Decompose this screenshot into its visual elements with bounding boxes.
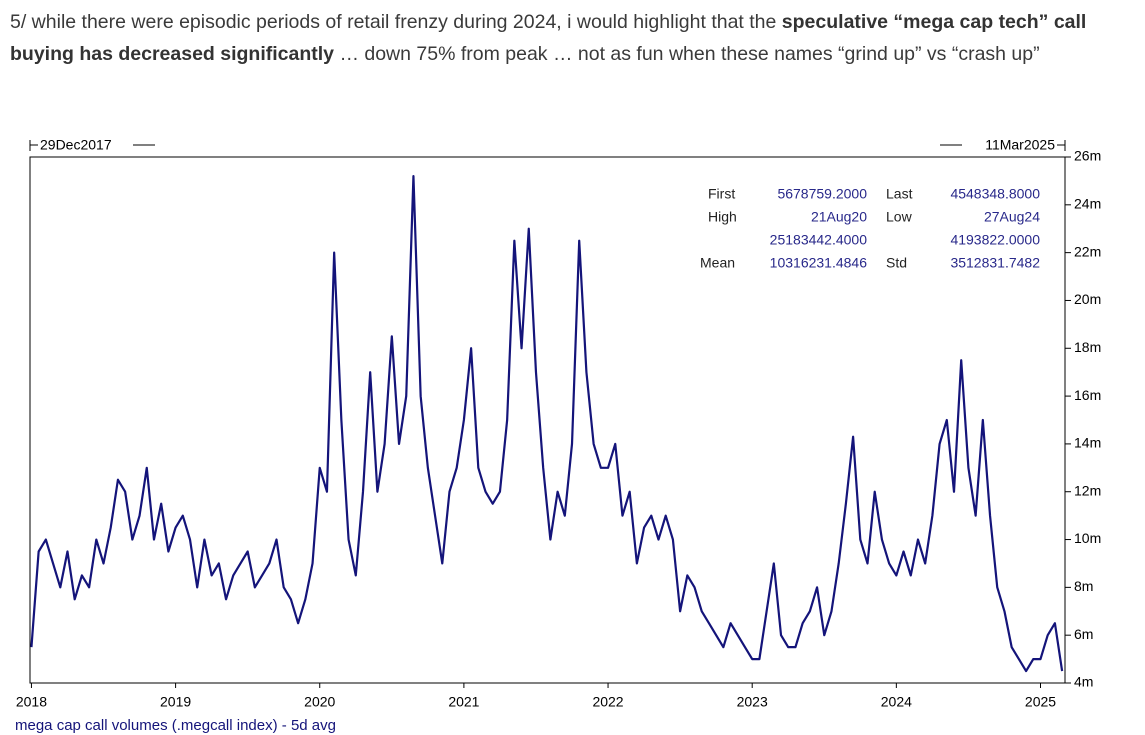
range-end-label: 11Mar2025 xyxy=(985,137,1055,153)
y-tick-label: 10m xyxy=(1074,530,1101,546)
y-tick-label: 26m xyxy=(1074,148,1101,164)
stat-label: Last xyxy=(886,186,913,202)
stat-label: High xyxy=(708,209,737,225)
y-tick-label: 20m xyxy=(1074,291,1101,307)
y-tick-label: 24m xyxy=(1074,196,1101,212)
x-tick-label: 2020 xyxy=(304,694,335,710)
stat-value: 10316231.4846 xyxy=(770,255,868,271)
stat-label: Std xyxy=(886,255,907,271)
stat-date: 21Aug20 xyxy=(811,209,867,225)
series-caption: mega cap call volumes (.megcall index) -… xyxy=(15,717,336,734)
y-tick-label: 4m xyxy=(1074,674,1093,690)
y-tick-label: 8m xyxy=(1074,578,1093,594)
stat-value: 4548348.8000 xyxy=(950,186,1040,202)
stat-value: 3512831.7482 xyxy=(950,255,1040,271)
x-tick-label: 2023 xyxy=(737,694,768,710)
x-tick-label: 2025 xyxy=(1025,694,1056,710)
post-lead: 5/ while there were episodic periods of … xyxy=(10,11,782,33)
x-tick-label: 2019 xyxy=(160,694,191,710)
post-rest: … down 75% from peak … not as fun when t… xyxy=(334,43,1040,65)
range-start-label: 29Dec2017 xyxy=(40,137,112,153)
y-tick-label: 14m xyxy=(1074,435,1101,451)
stat-date: 27Aug24 xyxy=(984,209,1040,225)
x-tick-label: 2021 xyxy=(448,694,479,710)
x-tick-label: 2018 xyxy=(16,694,47,710)
stat-label: Mean xyxy=(700,255,735,271)
stat-label: First xyxy=(708,186,735,202)
y-tick-label: 22m xyxy=(1074,243,1101,259)
stat-value: 5678759.2000 xyxy=(777,186,867,202)
stat-label: Low xyxy=(886,209,913,225)
series-line xyxy=(30,175,1064,673)
stat-value: 25183442.4000 xyxy=(770,232,868,248)
post-text: 5/ while there were episodic periods of … xyxy=(10,6,1130,70)
y-tick-label: 18m xyxy=(1074,339,1101,355)
stat-value: 4193822.0000 xyxy=(950,232,1040,248)
post-bold: speculative “mega cap tech” call buying … xyxy=(10,11,1087,65)
x-tick-label: 2022 xyxy=(592,694,623,710)
x-tick-label: 2024 xyxy=(881,694,912,710)
y-tick-label: 12m xyxy=(1074,482,1101,498)
y-tick-label: 6m xyxy=(1074,626,1093,642)
y-tick-label: 16m xyxy=(1074,387,1101,403)
plot-frame xyxy=(29,156,1066,684)
